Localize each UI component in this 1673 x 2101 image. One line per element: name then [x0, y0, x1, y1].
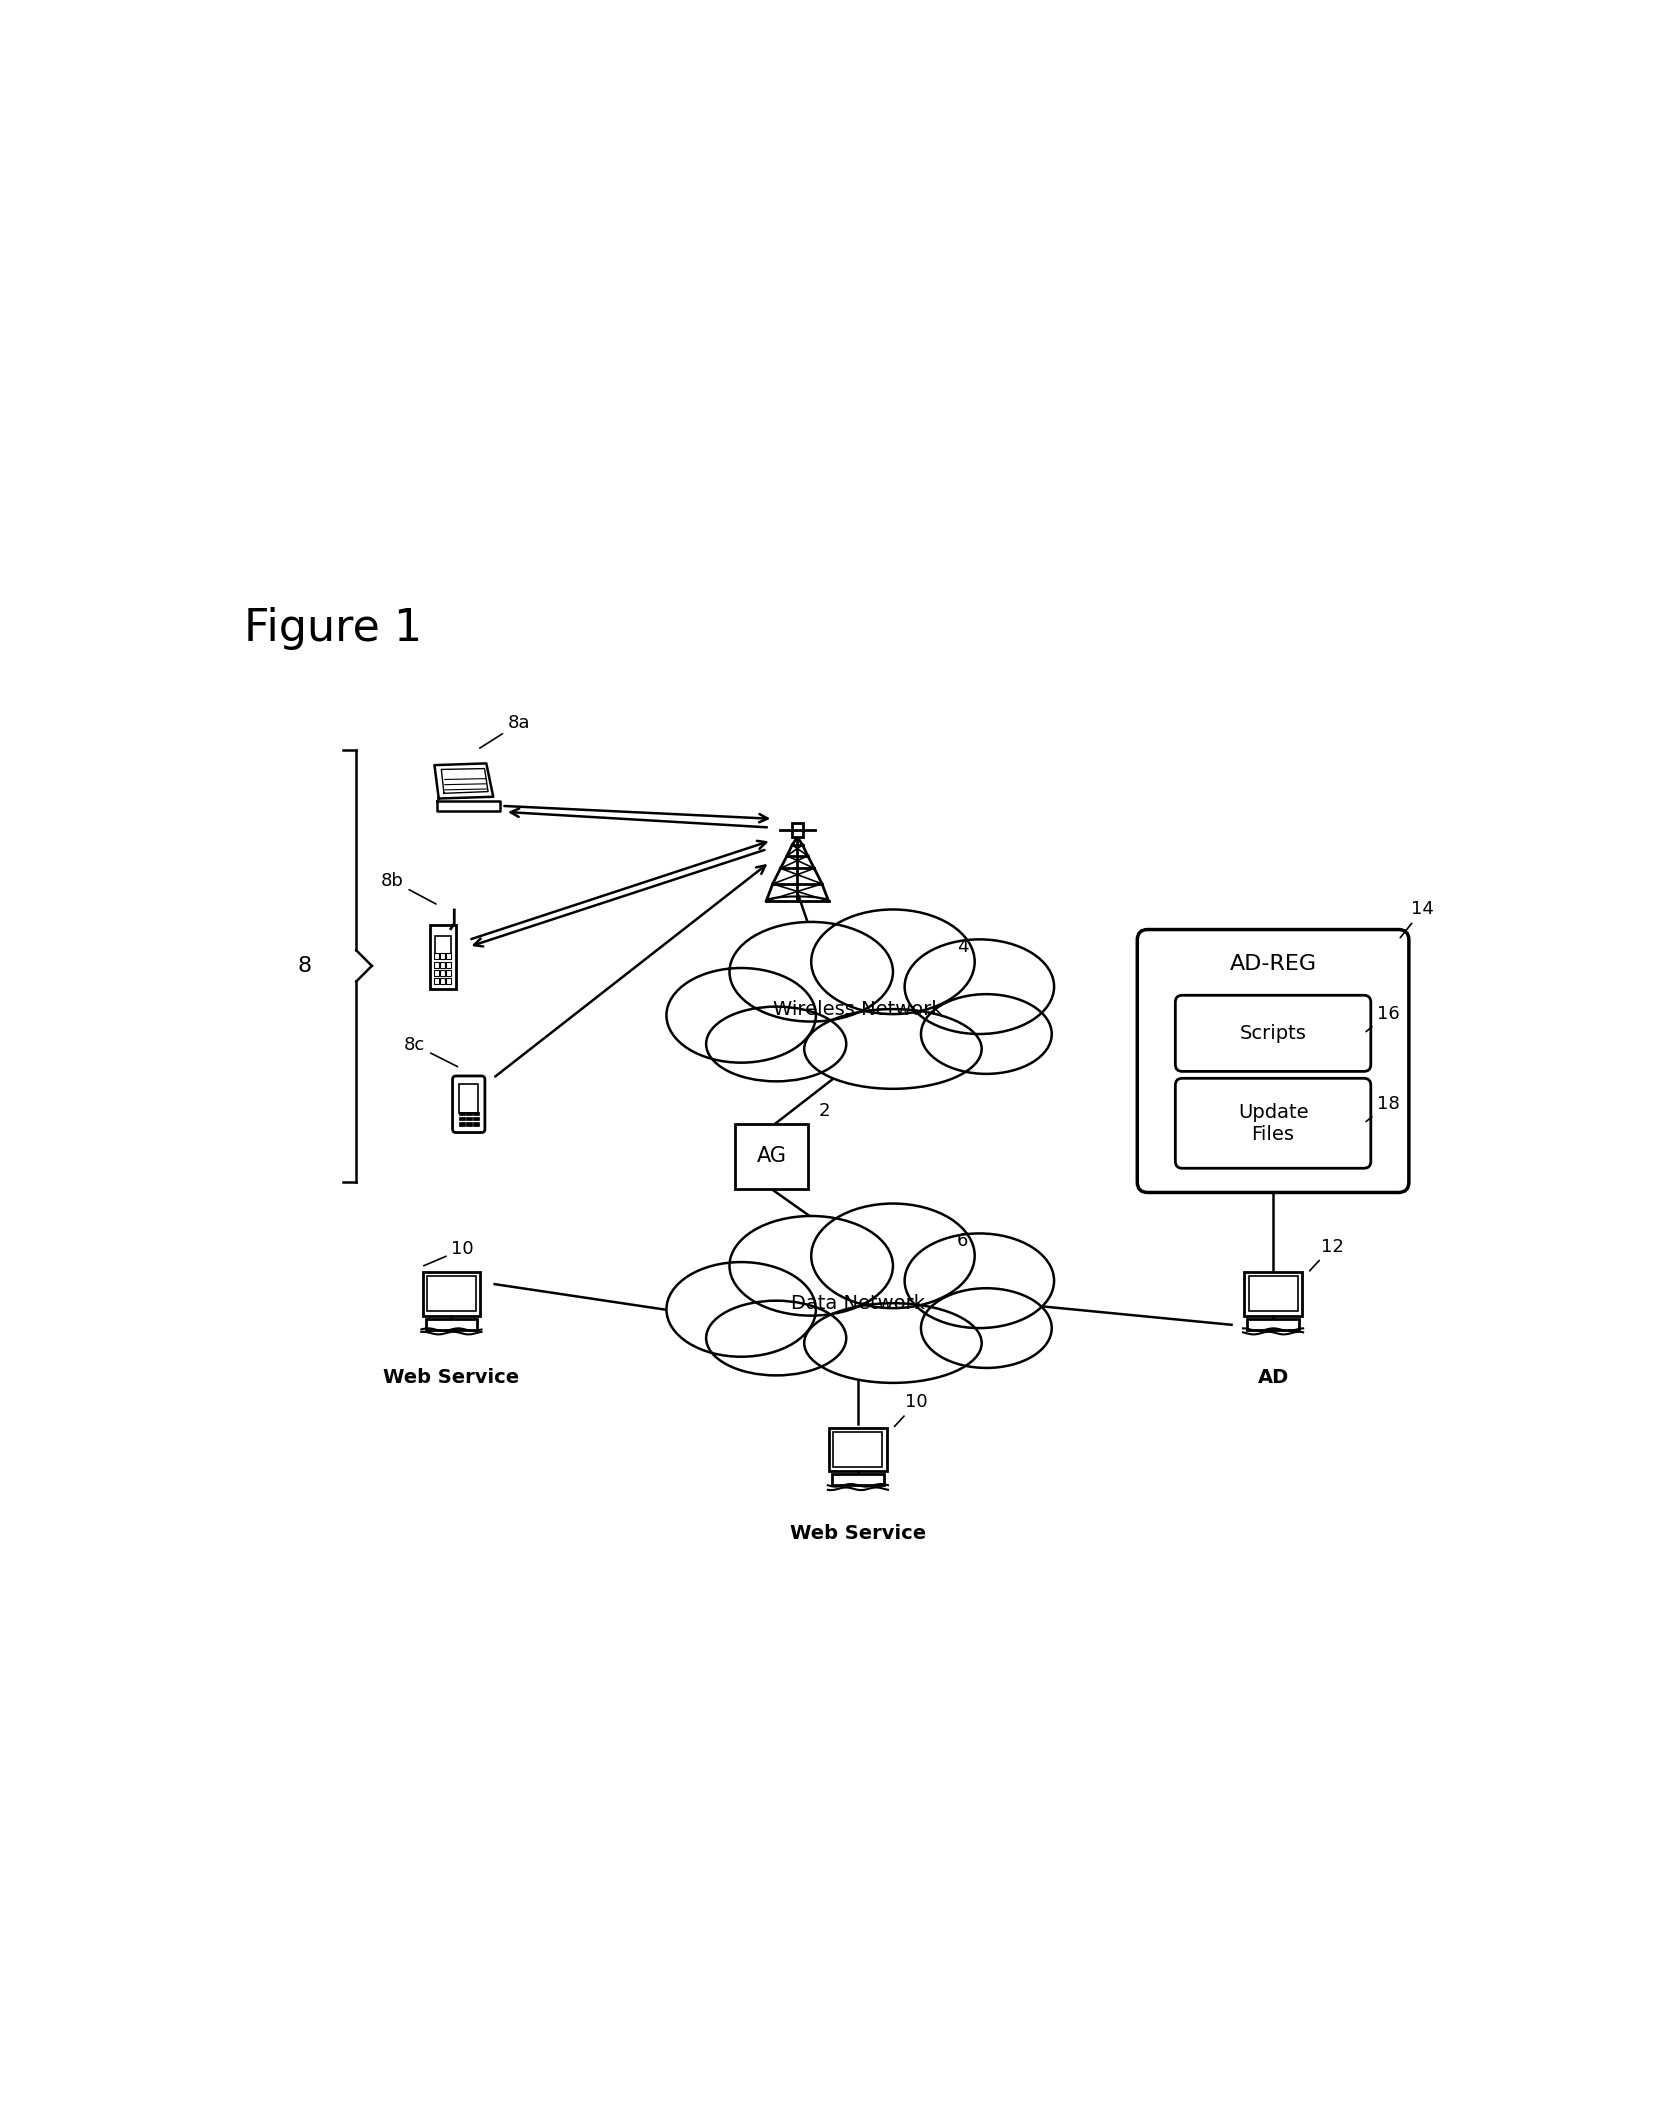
Text: 12: 12 — [1308, 1237, 1343, 1271]
Text: AD: AD — [1256, 1368, 1288, 1387]
Text: Data Network: Data Network — [790, 1294, 925, 1313]
FancyBboxPatch shape — [1248, 1277, 1297, 1311]
FancyBboxPatch shape — [427, 1277, 475, 1311]
Ellipse shape — [811, 910, 974, 1015]
Bar — [468, 1118, 472, 1120]
Bar — [433, 954, 438, 960]
Bar — [472, 1122, 475, 1126]
Bar — [468, 1111, 472, 1116]
Bar — [445, 971, 450, 975]
Text: Web Service: Web Service — [383, 1368, 519, 1387]
Bar — [468, 1122, 472, 1126]
Bar — [440, 962, 445, 969]
FancyBboxPatch shape — [1174, 1078, 1370, 1168]
Bar — [472, 1118, 475, 1120]
Ellipse shape — [666, 1263, 815, 1357]
Text: Scripts: Scripts — [1240, 1023, 1305, 1042]
Ellipse shape — [729, 1216, 892, 1315]
FancyBboxPatch shape — [828, 1429, 887, 1471]
FancyBboxPatch shape — [833, 1433, 882, 1466]
Ellipse shape — [729, 922, 892, 1021]
Bar — [477, 1122, 478, 1126]
FancyBboxPatch shape — [1243, 1271, 1302, 1315]
Bar — [440, 977, 445, 983]
Ellipse shape — [920, 994, 1051, 1074]
Text: 18: 18 — [1365, 1095, 1399, 1122]
Ellipse shape — [803, 1303, 980, 1382]
Bar — [465, 1122, 468, 1126]
Polygon shape — [442, 769, 489, 794]
Bar — [472, 1111, 475, 1116]
Text: 10: 10 — [423, 1240, 473, 1265]
Bar — [477, 1118, 478, 1120]
Text: 10: 10 — [893, 1393, 927, 1427]
Text: 8: 8 — [298, 956, 311, 975]
FancyBboxPatch shape — [435, 937, 450, 954]
Ellipse shape — [706, 1301, 847, 1376]
Bar — [465, 1111, 468, 1116]
Bar — [440, 971, 445, 975]
Bar — [433, 971, 438, 975]
FancyBboxPatch shape — [1136, 929, 1409, 1193]
FancyBboxPatch shape — [458, 1084, 478, 1114]
Text: 8c: 8c — [403, 1036, 457, 1067]
Text: AG: AG — [756, 1147, 786, 1166]
Ellipse shape — [920, 1288, 1051, 1368]
Text: 8b: 8b — [381, 872, 435, 903]
Text: 16: 16 — [1365, 1004, 1399, 1032]
Text: Update
Files: Update Files — [1236, 1103, 1308, 1143]
Ellipse shape — [903, 1233, 1054, 1328]
FancyBboxPatch shape — [734, 1124, 808, 1189]
Bar — [477, 1111, 478, 1116]
Bar — [440, 954, 445, 960]
Ellipse shape — [803, 1008, 980, 1088]
Bar — [445, 962, 450, 969]
Text: 6: 6 — [957, 1233, 969, 1250]
Bar — [791, 824, 803, 836]
Text: AD-REG: AD-REG — [1228, 954, 1317, 975]
FancyBboxPatch shape — [452, 1076, 485, 1132]
FancyBboxPatch shape — [430, 924, 455, 990]
Bar — [458, 1122, 462, 1126]
FancyBboxPatch shape — [425, 1319, 477, 1330]
Ellipse shape — [903, 939, 1054, 1034]
Bar — [462, 1111, 465, 1116]
Bar — [445, 954, 450, 960]
FancyBboxPatch shape — [831, 1475, 883, 1485]
FancyBboxPatch shape — [1246, 1319, 1298, 1330]
Text: 2: 2 — [818, 1101, 830, 1120]
Text: 4: 4 — [957, 939, 969, 956]
FancyBboxPatch shape — [1174, 996, 1370, 1072]
Bar — [462, 1122, 465, 1126]
Ellipse shape — [706, 1006, 847, 1082]
FancyBboxPatch shape — [422, 1271, 480, 1315]
Polygon shape — [435, 763, 494, 798]
Bar — [433, 962, 438, 969]
Bar — [445, 977, 450, 983]
Polygon shape — [437, 800, 500, 811]
Text: Web Service: Web Service — [790, 1523, 925, 1542]
Bar — [458, 1118, 462, 1120]
Bar — [465, 1118, 468, 1120]
Bar — [462, 1118, 465, 1120]
Bar — [433, 977, 438, 983]
Ellipse shape — [666, 969, 815, 1063]
Text: Figure 1: Figure 1 — [244, 607, 422, 649]
Text: 14: 14 — [1399, 901, 1434, 937]
Text: 8a: 8a — [480, 714, 530, 748]
Bar — [458, 1111, 462, 1116]
Text: Wireless Network: Wireless Network — [773, 1000, 942, 1019]
Ellipse shape — [811, 1204, 974, 1309]
